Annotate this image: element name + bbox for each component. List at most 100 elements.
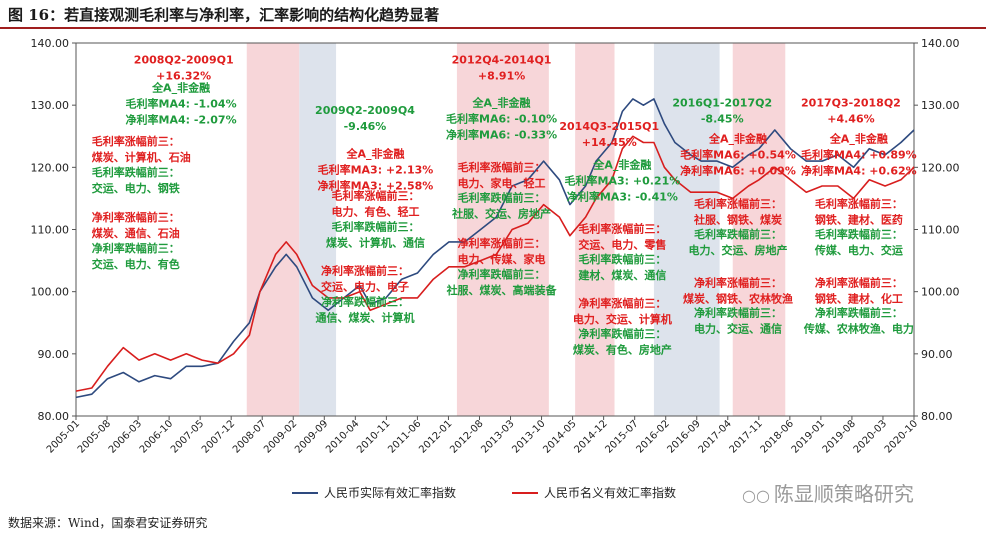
annotation-2: 毛利率涨幅前三： 煤炭、计算机、石油 (92, 134, 191, 164)
annotation-text: 净利率MA4: +0.62% (801, 163, 917, 177)
x-tick-label: 2020-10 (883, 418, 920, 455)
annotation-text: 净利率跌幅前三： (694, 306, 782, 320)
annotation-17: 净利率跌幅前三： 社服、煤炭、高端装备 (446, 267, 558, 297)
x-tick-label: 2006-03 (107, 418, 144, 455)
annotation-text: 传媒、电力、交运 (814, 243, 903, 257)
x-tick-label: 2006-10 (138, 418, 175, 455)
y-tick-label-right: 140.00 (921, 37, 960, 50)
annotation-0: 2008Q2-2009Q1 +16.32% (134, 54, 234, 83)
annotation-text: 净利率MA4: -2.07% (126, 112, 237, 126)
annotation-text: 电力、有色、轻工 (331, 205, 419, 219)
annotation-text: 2009Q2-2009Q4 (315, 104, 415, 117)
annotation-text: 毛利率MA3: +0.21% (565, 174, 681, 188)
annotation-27: 毛利率跌幅前三： 电力、交运、房地产 (688, 227, 787, 257)
y-tick-label-left: 80.00 (38, 410, 70, 423)
annotation-text: 传媒、农林牧渔、电力 (803, 322, 914, 336)
annotation-24: 2016Q1-2017Q2 -8.45% (672, 96, 772, 125)
y-tick-label-left: 120.00 (31, 161, 70, 174)
annotation-8: 毛利率涨幅前三： 电力、有色、轻工 (331, 189, 419, 219)
chart-title: 图 16：若直接观测毛利率与净利率，汇率影响的结构化趋势显著 (8, 6, 440, 24)
x-tick-label: 2010-04 (324, 418, 361, 455)
annotation-text: 交运、电力、钢铁 (92, 181, 180, 195)
watermark: ○○ 陈显顺策略研究 (742, 478, 914, 507)
annotation-23: 净利率跌幅前三： 煤炭、有色、房地产 (573, 327, 672, 357)
annotation-12: 2012Q4-2014Q1 +8.91% (452, 54, 552, 83)
annotation-text: 毛利率跌幅前三： (578, 252, 666, 266)
annotation-text: 净利率跌幅前三： (458, 267, 546, 281)
y-tick-label-right: 100.00 (921, 286, 960, 299)
y-tick-label-right: 120.00 (921, 161, 960, 174)
annotation-text: 毛利率涨幅前三： (578, 222, 666, 236)
annotation-text: +14.45% (582, 136, 637, 149)
x-tick-label: 2011-06 (386, 418, 423, 455)
annotation-text: 全A_非金融 (592, 158, 651, 172)
x-tick-label: 2020-03 (852, 418, 889, 455)
annotation-text: 2012Q4-2014Q1 (452, 54, 552, 67)
annotation-text: 毛利率涨幅前三： (331, 189, 419, 203)
annotation-text: 全A_非金融 (829, 131, 888, 145)
shaded-period-5 (732, 43, 786, 416)
annotation-33: 毛利率跌幅前三： 传媒、电力、交运 (814, 227, 903, 257)
annotation-text: 煤炭、计算机、石油 (92, 150, 191, 164)
x-tick-label: 2013-10 (510, 418, 547, 455)
annotation-text: 净利率MA6: -0.33% (446, 127, 557, 141)
annotation-text: 毛利率涨幅前三： (694, 197, 782, 211)
annotation-text: 毛利率跌幅前三： (458, 191, 546, 205)
x-tick-label: 2012-01 (417, 418, 454, 455)
series-line-0 (75, 98, 915, 399)
legend-label-1: 人民币名义有效汇率指数 (544, 485, 676, 500)
y-tick-label-left: 130.00 (31, 99, 70, 112)
annotation-text: 净利率跌幅前三： (578, 327, 666, 341)
annotation-text: 电力、交运、房地产 (688, 243, 787, 257)
annotation-text: 净利率跌幅前三： (92, 241, 180, 255)
x-tick-label: 2007-05 (169, 418, 206, 455)
annotation-text: 社服、交运、房地产 (451, 207, 551, 221)
annotation-text: 煤炭、通信、石油 (92, 226, 180, 240)
annotation-text: 净利率MA3: -0.41% (567, 190, 678, 204)
y-tick-label-right: 80.00 (921, 410, 953, 423)
annotation-text: 电力、家电、轻工 (458, 176, 546, 190)
shaded-period-4 (653, 43, 720, 416)
title-bar: 图 16：若直接观测毛利率与净利率，汇率影响的结构化趋势显著 (0, 0, 986, 29)
annotation-30: 2017Q3-2018Q2 +4.46% (801, 96, 901, 125)
annotation-15: 毛利率跌幅前三： 社服、交运、房地产 (451, 191, 551, 221)
shaded-period-3 (575, 43, 615, 416)
annotation-text: +4.46% (827, 112, 874, 125)
y-tick-label-left: 140.00 (31, 37, 70, 50)
annotation-14: 毛利率涨幅前三： 电力、家电、轻工 (458, 160, 546, 190)
annotation-6: 2009Q2-2009Q4 -9.46% (315, 104, 415, 133)
annotation-text: 毛利率跌幅前三： (815, 227, 903, 241)
watermark-text: 陈显顺策略研究 (773, 482, 914, 506)
y-tick-label-left: 90.00 (38, 348, 70, 361)
x-tick-label: 2005-08 (76, 418, 113, 455)
x-tick-label: 2015-07 (603, 418, 640, 455)
series-line-1 (75, 135, 915, 392)
x-tick-label: 2014-05 (541, 418, 578, 455)
annotation-text: 毛利率MA6: -0.10% (446, 111, 557, 125)
annotation-10: 净利率涨幅前三： 交运、电力、电子 (321, 263, 409, 293)
annotation-text: 通信、煤炭、计算机 (315, 310, 414, 324)
annotation-text: 全A_非金融 (472, 95, 531, 109)
annotation-18: 2014Q3-2015Q1 +14.45% (559, 120, 659, 149)
annotation-text: 毛利率跌幅前三： (694, 227, 782, 241)
annotation-35: 净利率跌幅前三： 传媒、农林牧渔、电力 (803, 306, 914, 336)
x-tick-label: 2014-12 (572, 418, 609, 455)
annotation-20: 毛利率涨幅前三： 交运、电力、零售 (578, 222, 666, 252)
annotation-text: 净利率涨幅前三： (578, 296, 666, 310)
annotation-text: 电力、交运、通信 (694, 322, 782, 336)
x-tick-label: 2016-02 (634, 418, 671, 455)
annotation-text: +16.32% (156, 70, 211, 83)
annotation-text: 全A_非金融 (151, 80, 210, 94)
annotation-text: 全A_非金融 (345, 146, 404, 160)
annotation-text: 净利率跌幅前三： (815, 306, 903, 320)
annotation-text: 毛利率MA4: +0.89% (801, 147, 917, 161)
x-tick-label: 2018-06 (759, 418, 796, 455)
annotation-text: 净利率涨幅前三： (92, 210, 180, 224)
x-tick-label: 2019-01 (790, 418, 827, 455)
x-tick-label: 2012-08 (448, 418, 485, 455)
annotation-text: 毛利率跌幅前三： (331, 220, 419, 234)
